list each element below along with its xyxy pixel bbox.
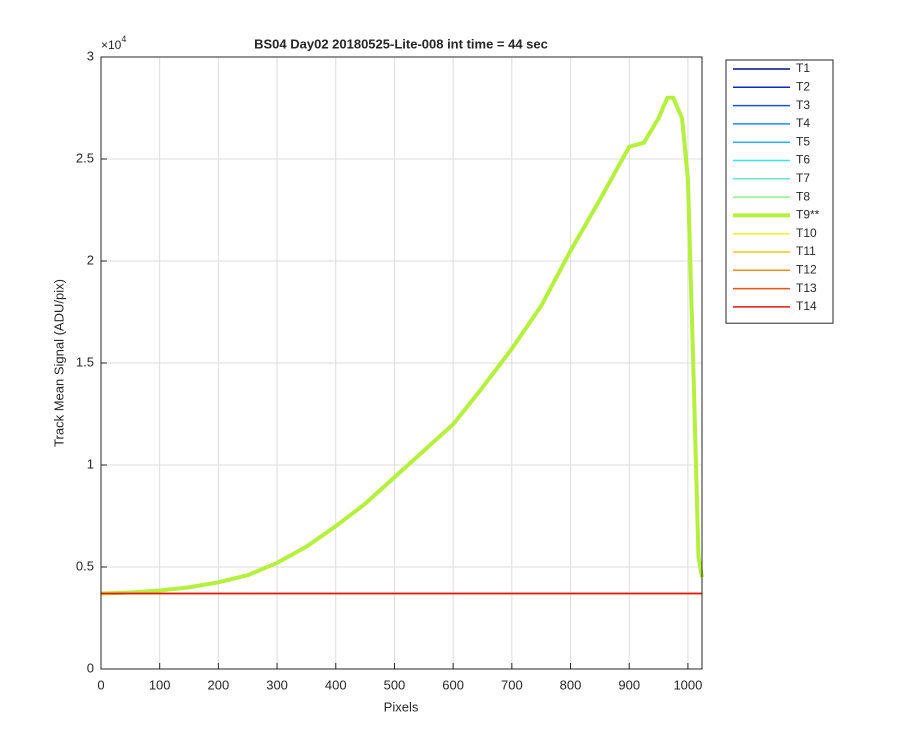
- legend-label: T6: [796, 153, 810, 167]
- y-tick-label: 0: [87, 660, 94, 675]
- y-multiplier: ×104: [101, 34, 126, 52]
- y-axis-label: Track Mean Signal (ADU/pix): [51, 279, 66, 447]
- x-tick-label: 900: [618, 677, 640, 692]
- y-tick-label: 2: [87, 252, 94, 267]
- legend-label: T13: [796, 281, 817, 295]
- legend-box: [725, 59, 834, 324]
- y-tick-label: 1: [87, 456, 94, 471]
- x-tick-label: 500: [384, 677, 406, 692]
- axes-box: [100, 56, 703, 670]
- series-line: [100, 95, 704, 596]
- y-tick-label: 0.5: [76, 558, 94, 573]
- y-tick-label: 1.5: [76, 354, 94, 369]
- legend-label: T3: [796, 98, 810, 112]
- x-tick-label: 700: [501, 677, 523, 692]
- y-tick-label: 2.5: [76, 150, 94, 165]
- y-tick-label: 3: [87, 48, 94, 63]
- legend-label: T14: [796, 299, 817, 313]
- legend-label: T11: [796, 244, 816, 258]
- chart-title: BS04 Day02 20180525-Lite-008 int time = …: [254, 36, 548, 51]
- y-multiplier-exponent: 4: [121, 34, 126, 44]
- x-tick-label: 600: [442, 677, 464, 692]
- x-tick-label: 800: [560, 677, 582, 692]
- x-axis-label: Pixels: [384, 699, 419, 714]
- x-tick-label: 100: [149, 677, 171, 692]
- x-tick-label: 400: [325, 677, 347, 692]
- legend-label: T7: [796, 171, 810, 185]
- legend-label: T9**: [796, 208, 820, 222]
- y-multiplier-base: ×10: [101, 38, 122, 52]
- x-tick-label: 200: [208, 677, 230, 692]
- legend-label: T12: [796, 262, 817, 276]
- x-tick-label: 1000: [673, 677, 702, 692]
- legend-label: T2: [796, 79, 810, 93]
- legend-label: T10: [796, 226, 817, 240]
- x-tick-label: 0: [97, 677, 104, 692]
- legend-label: T8: [796, 189, 810, 203]
- legend-label: T1: [796, 61, 810, 75]
- x-tick-label: 300: [266, 677, 288, 692]
- legend-label: T4: [796, 116, 810, 130]
- legend-label: T5: [796, 134, 810, 148]
